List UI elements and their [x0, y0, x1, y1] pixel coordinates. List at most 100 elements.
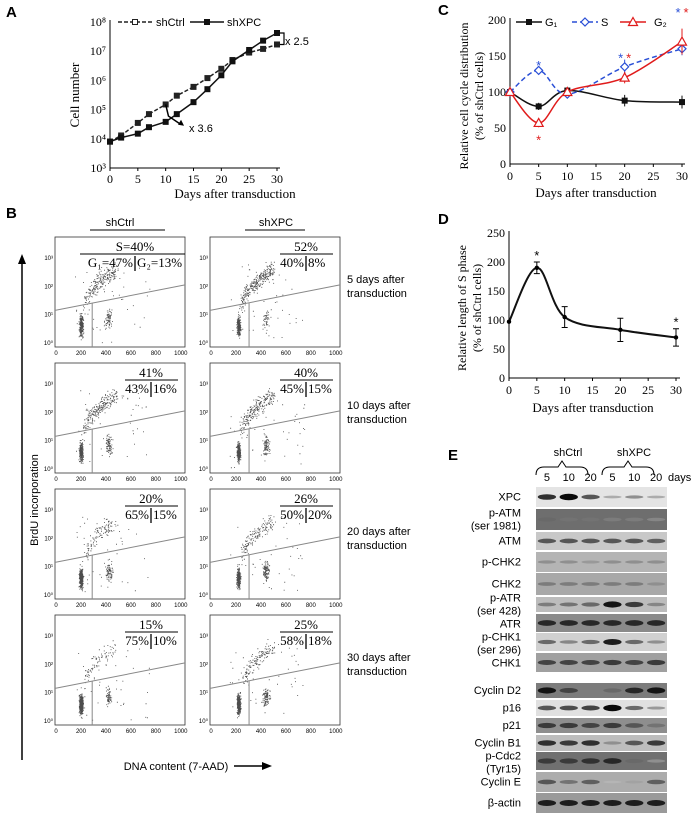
- c-legend-g1: G₁: [545, 17, 558, 29]
- b-x-tick-label: 600: [281, 351, 292, 357]
- b-scatter-points: [230, 261, 303, 339]
- e-band: [537, 800, 557, 806]
- a-point-shXPC: [274, 30, 280, 37]
- e-blot-row: p-CHK1(ser 296): [477, 632, 667, 657]
- e-band: [581, 688, 600, 693]
- e-band: [559, 538, 578, 544]
- e-band: [646, 800, 666, 806]
- e-blot-strip: [536, 509, 667, 530]
- b-scatter-points: [229, 639, 304, 719]
- e-band: [559, 620, 578, 626]
- e-blot-strip: [536, 614, 667, 632]
- d-point: [534, 265, 540, 270]
- b-y-tick-label: 10²: [199, 284, 208, 290]
- c-legend-marker: [526, 19, 532, 25]
- e-blot-strip: [536, 653, 667, 672]
- c-point-G₁: [621, 97, 628, 104]
- panel-label-e: E: [448, 447, 458, 464]
- c-y-axis-label-1: Relative cell cycle distribution: [457, 23, 471, 170]
- b-y-tick-label: 10³: [199, 382, 208, 388]
- e-band: [625, 758, 644, 764]
- e-band: [625, 639, 644, 645]
- b-y-tick-label: 10²: [199, 536, 208, 542]
- b-g1-percent: G₁=47%: [88, 255, 133, 270]
- b-plot-frame: [54, 614, 186, 726]
- e-blot-label: ATM: [499, 536, 521, 548]
- c-legend-marker: [627, 16, 639, 27]
- e-blot-row: p-ATM(ser 1981): [471, 508, 667, 533]
- e-band: [603, 659, 622, 666]
- d-point: [562, 314, 567, 320]
- e-lane-label: 20: [584, 472, 596, 484]
- b-x-tick-label: 200: [76, 477, 87, 483]
- e-band: [581, 800, 600, 806]
- e-blot-label: CHK2: [492, 579, 521, 591]
- e-band: [581, 722, 600, 729]
- d-significance-star: *: [534, 248, 539, 263]
- e-bracket-shxpc: [601, 460, 655, 476]
- e-blot-row: XPC: [498, 487, 667, 507]
- e-blot-row: CHK2: [492, 573, 667, 595]
- e-band: [603, 758, 622, 764]
- b-scatter-plot: 0 200 400 600 800 1000 10⁰ 10¹ 10² 10³ 26%50% 20%: [199, 488, 343, 609]
- b-y-tick-label: 10⁰: [44, 718, 54, 725]
- b-x-tick-label: 400: [256, 351, 267, 357]
- e-band: [559, 659, 578, 666]
- d-point: [618, 327, 623, 333]
- e-band: [646, 659, 666, 666]
- b-y-tick-label: 10²: [199, 662, 208, 668]
- e-band: [625, 601, 644, 608]
- b-g1-percent: 45%: [280, 381, 304, 396]
- e-band: [625, 495, 644, 499]
- b-scatter-points: [230, 515, 303, 591]
- b-x-axis-label: DNA content (7-AAD): [124, 761, 229, 773]
- b-x-tick-label: 400: [256, 729, 267, 735]
- d-x-tick-label: 0: [506, 383, 512, 397]
- b-scatter-plot: 0 200 400 600 800 1000 10⁰ 10¹ 10² 10³ 41%43% 16%: [44, 362, 188, 483]
- e-blot-label-sub: (ser 296): [477, 645, 521, 657]
- a-y-axis-label: Cell number: [67, 62, 82, 127]
- panel-e-western-blot: shCtrl shXPC days 5 10 20 5 10 20XPCp-ATM(ser…: [471, 447, 692, 813]
- c-significance-star: *: [618, 51, 623, 66]
- b-y-tick-label: 10³: [199, 508, 208, 514]
- c-significance-star: *: [675, 5, 680, 20]
- e-blot-strip: [536, 552, 667, 572]
- e-band: [559, 758, 578, 764]
- e-band: [559, 687, 578, 694]
- e-band: [646, 560, 666, 564]
- b-y-tick-label: 10²: [44, 410, 53, 416]
- b-scatter-plot: 0 200 400 600 800 1000 10⁰ 10¹ 10² 10³ 40%45% 15%: [199, 362, 343, 483]
- e-band: [603, 780, 622, 784]
- a-point-shXPC: [145, 124, 152, 131]
- e-band: [559, 560, 578, 564]
- a-y-tick-label: 10⁶: [90, 73, 106, 87]
- b-y-tick-label: 10¹: [44, 439, 53, 445]
- c-point-G₂: [533, 117, 545, 128]
- b-x-tick-label: 0: [209, 729, 213, 735]
- b-scatter-plot: 0 200 400 600 800 1000 10⁰ 10¹ 10² 10³ 52%40% 8%: [199, 236, 343, 357]
- e-blot-label-sub: (ser 1981): [471, 521, 521, 533]
- b-x-tick-label: 800: [306, 603, 317, 609]
- d-x-tick-label: 10: [559, 383, 571, 397]
- b-s-phase-percent: 15%: [139, 617, 163, 632]
- a-point-shCtrl: [260, 45, 267, 52]
- panel-b-flow-cytometry: shCtrl shXPC BrdU incorporation DNA cont…: [18, 217, 411, 773]
- b-s-phase-gate: [209, 410, 341, 437]
- b-x-tick-label: 400: [256, 603, 267, 609]
- b-row-label: 30 days after: [347, 652, 411, 664]
- e-blot-label: Cyclin D2: [474, 685, 521, 697]
- e-band: [581, 779, 600, 785]
- a-x-tick-label: 25: [243, 172, 255, 186]
- e-blot-label-sub: (ser 428): [477, 606, 521, 618]
- d-y-tick-label: 0: [499, 371, 505, 385]
- e-band: [559, 705, 578, 711]
- b-scatter-plot: 0 200 400 600 800 1000 10⁰ 10¹ 10² 10³ 15%75% 10%: [44, 614, 188, 735]
- b-row-label: transduction: [347, 288, 407, 300]
- e-band: [537, 722, 557, 729]
- c-x-axis-label: Days after transduction: [535, 185, 657, 200]
- c-x-tick-label: 20: [619, 169, 631, 183]
- c-significance-star: *: [683, 5, 688, 20]
- e-band: [603, 538, 622, 544]
- e-blot-label: p-ATM: [489, 508, 521, 520]
- e-blot-strip: [536, 772, 667, 792]
